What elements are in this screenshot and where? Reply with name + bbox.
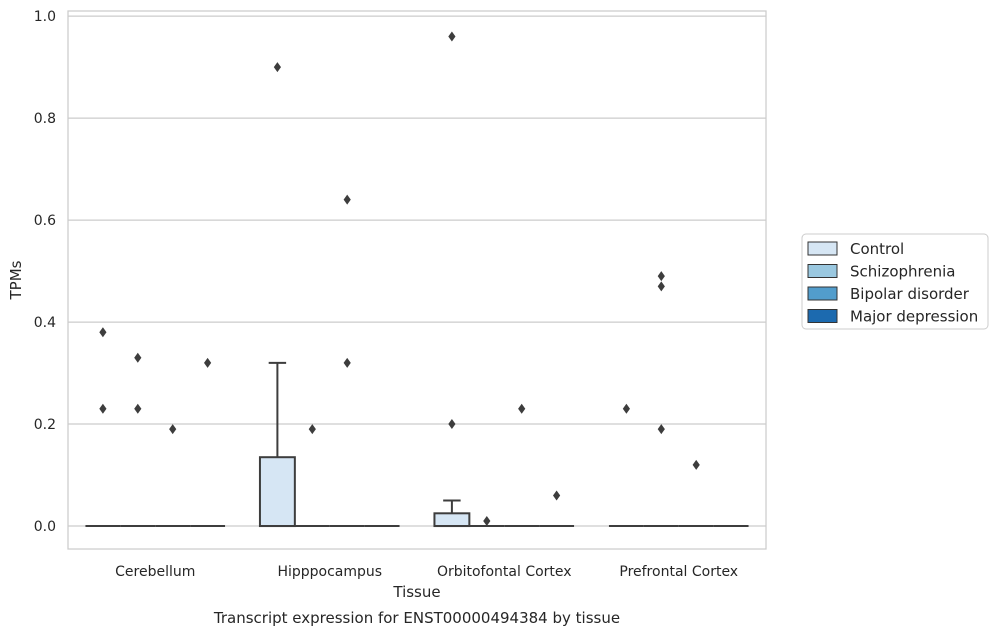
y-tick-label: 1.0 — [34, 9, 56, 25]
outlier-point — [308, 424, 316, 435]
outlier-point — [657, 281, 665, 292]
outlier-point — [134, 403, 142, 414]
outlier-point — [483, 515, 491, 526]
legend-swatch — [807, 241, 838, 256]
box-body — [258, 456, 296, 528]
x-tick-label: Orbitofontal Cortex — [437, 564, 572, 580]
outlier-point — [169, 424, 177, 435]
x-tick-label: Prefrontal Cortex — [619, 564, 738, 580]
box-body — [433, 512, 471, 528]
plot-area — [67, 10, 767, 550]
y-tick-label: 0.4 — [34, 315, 56, 331]
x-tick-label: Hipppocampus — [277, 564, 382, 580]
outlier-point — [657, 424, 665, 435]
outlier-point — [99, 327, 107, 338]
legend-swatch — [807, 309, 838, 323]
x-axis-label: Tissue — [392, 583, 440, 601]
outlier-point — [622, 403, 630, 414]
outlier-point — [692, 459, 700, 470]
x-axis-ticks: Cerebellum Hipppocampus Orbitofontal Corte… — [115, 564, 738, 580]
outlier-point — [273, 62, 281, 73]
legend-label: Schizophrenia — [850, 263, 955, 281]
legend-swatch — [807, 286, 838, 301]
legend-label: Bipolar disorder — [850, 285, 970, 303]
legend-label: Control — [850, 240, 904, 258]
legend: Control Schizophrenia Bipolar disorder Majo… — [801, 233, 989, 330]
y-axis-label: TPMs — [7, 260, 25, 300]
outlier-point — [99, 403, 107, 414]
outlier-point — [448, 31, 456, 42]
x-tick-label: Cerebellum — [115, 564, 195, 580]
y-tick-label: 0.0 — [34, 519, 56, 535]
y-tick-label: 0.2 — [34, 417, 56, 433]
box-control — [258, 361, 296, 528]
chart-title: Transcript expression for ENST0000049438… — [213, 609, 620, 627]
outlier-point — [448, 419, 456, 430]
outlier-point — [518, 403, 526, 414]
grid-lines — [68, 15, 766, 527]
y-tick-label: 0.6 — [34, 213, 56, 229]
legend-swatch — [807, 264, 838, 278]
legend-label: Major depression — [850, 308, 978, 326]
box-series — [85, 361, 749, 528]
legend-frame — [801, 233, 989, 330]
y-axis-ticks: 0.0 0.2 0.4 0.6 0.8 1.0 — [34, 9, 56, 535]
outlier-point — [134, 352, 142, 363]
outlier-point — [204, 357, 212, 368]
outlier-points — [99, 31, 700, 526]
outlier-point — [553, 490, 561, 501]
y-tick-label: 0.8 — [34, 111, 56, 127]
box-control — [433, 499, 471, 528]
outlier-point — [657, 271, 665, 282]
outlier-point — [343, 357, 351, 368]
outlier-point — [343, 194, 351, 205]
